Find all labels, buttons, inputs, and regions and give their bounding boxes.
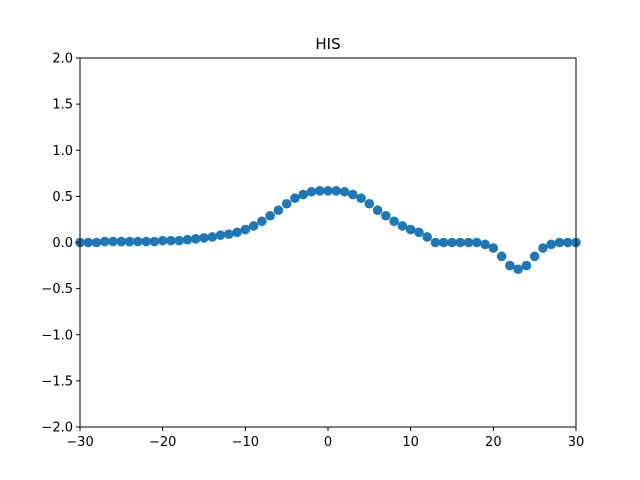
data-point <box>108 236 118 247</box>
data-point <box>455 237 466 248</box>
data-point <box>199 233 209 243</box>
data-point <box>273 205 284 216</box>
data-point <box>381 210 391 221</box>
data-point <box>438 237 449 248</box>
data-point <box>472 237 482 248</box>
data-point <box>348 189 358 200</box>
data-point <box>281 198 292 209</box>
data-point <box>480 239 490 250</box>
data-point <box>372 205 383 216</box>
data-point <box>224 229 234 239</box>
data-point <box>331 186 342 196</box>
data-point <box>430 237 441 248</box>
data-point <box>505 260 515 271</box>
y-tick-label: −0.5 <box>41 282 73 297</box>
data-point <box>141 236 151 247</box>
data-point <box>257 216 267 227</box>
y-tick-label: −1.5 <box>41 374 73 389</box>
data-point <box>538 243 548 253</box>
data-point <box>91 237 102 248</box>
data-point <box>513 264 523 275</box>
y-tick-label: 1.0 <box>52 144 73 159</box>
plot-frame <box>79 57 577 428</box>
data-point <box>100 236 110 247</box>
data-point <box>248 221 259 231</box>
data-point <box>190 234 201 244</box>
x-tick-label: 10 <box>402 435 419 450</box>
data-point <box>447 237 457 248</box>
data-point <box>306 186 317 197</box>
data-point <box>488 243 499 253</box>
data-point <box>149 236 160 247</box>
y-tick-label: 0.0 <box>52 236 73 251</box>
y-tick-label: −2.0 <box>41 421 73 436</box>
x-axis: −30 −20 −10 0 10 20 30 <box>66 427 584 450</box>
data-point <box>339 186 350 197</box>
data-point <box>314 186 325 196</box>
data-point <box>182 234 193 245</box>
data-point <box>414 227 424 238</box>
data-point <box>521 260 532 271</box>
data-point <box>364 198 375 209</box>
x-tick-label: 20 <box>485 435 502 450</box>
data-point <box>529 251 540 262</box>
y-tick-label: −1.0 <box>41 328 73 343</box>
data-point <box>356 193 366 204</box>
x-tick-label: 30 <box>568 435 585 450</box>
x-tick-label: −30 <box>66 435 93 450</box>
data-point <box>405 224 416 235</box>
data-point <box>546 239 556 250</box>
data-point <box>174 235 184 246</box>
data-point <box>157 235 168 246</box>
data-points <box>75 186 581 275</box>
data-point <box>116 236 127 247</box>
y-tick-label: 1.5 <box>52 98 73 113</box>
data-point <box>232 227 242 238</box>
data-point <box>83 237 94 248</box>
data-point <box>166 235 176 246</box>
data-point <box>240 224 251 235</box>
data-point <box>554 237 565 248</box>
x-tick-label: −10 <box>232 435 259 450</box>
data-point <box>265 210 275 221</box>
data-point <box>133 236 143 247</box>
y-tick-label: 0.5 <box>52 190 73 205</box>
data-point <box>463 237 474 248</box>
data-point <box>562 237 573 248</box>
x-tick-label: 0 <box>324 435 332 450</box>
data-point <box>298 189 309 200</box>
data-point <box>389 216 399 227</box>
data-point <box>397 221 408 231</box>
data-point <box>290 193 300 204</box>
data-point <box>207 232 218 242</box>
x-tick-label: −20 <box>149 435 176 450</box>
y-tick-label: 2.0 <box>52 52 73 67</box>
y-axis: −2.0 −1.5 −1.0 −0.5 0.0 0.5 1.0 1.5 2.0 <box>41 52 80 436</box>
chart-title: HIS <box>315 35 340 53</box>
data-point <box>496 251 507 262</box>
data-point <box>124 236 135 247</box>
data-point <box>422 232 433 242</box>
data-point <box>323 186 333 196</box>
data-point <box>215 230 226 240</box>
